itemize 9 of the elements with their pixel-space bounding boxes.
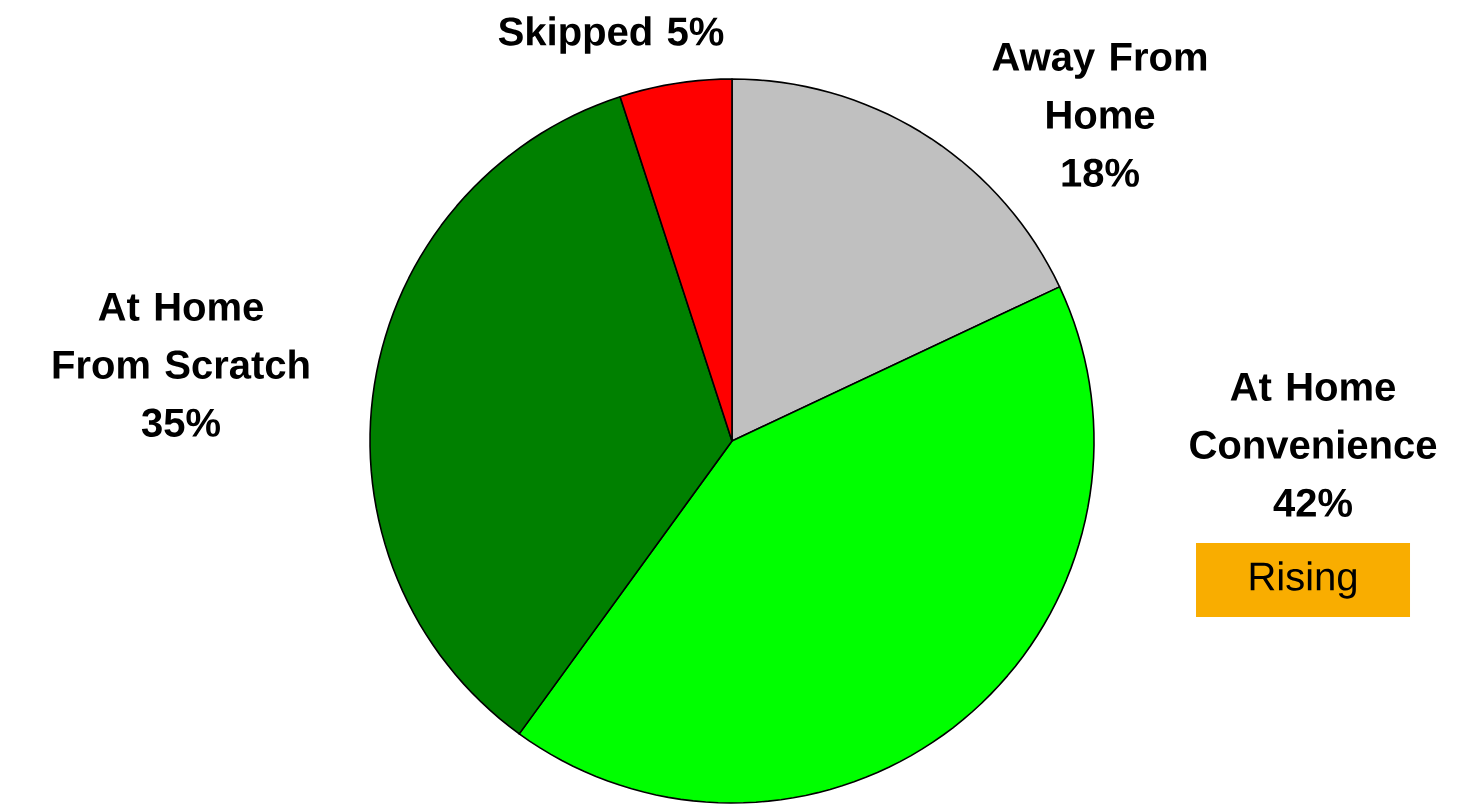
data-label: 18% bbox=[1062, 158, 1139, 187]
data-label: 42% bbox=[1273, 488, 1352, 517]
slice-label: At Home From Scratch bbox=[53, 293, 309, 379]
data-label: 5% bbox=[667, 17, 724, 46]
text: Rising bbox=[1250, 561, 1356, 599]
slice-label: Away From Home bbox=[992, 43, 1207, 129]
slice-label: Skipped bbox=[498, 16, 651, 54]
slice-label: At Home Convenience bbox=[1190, 373, 1437, 459]
data-label: 35% bbox=[141, 408, 220, 437]
